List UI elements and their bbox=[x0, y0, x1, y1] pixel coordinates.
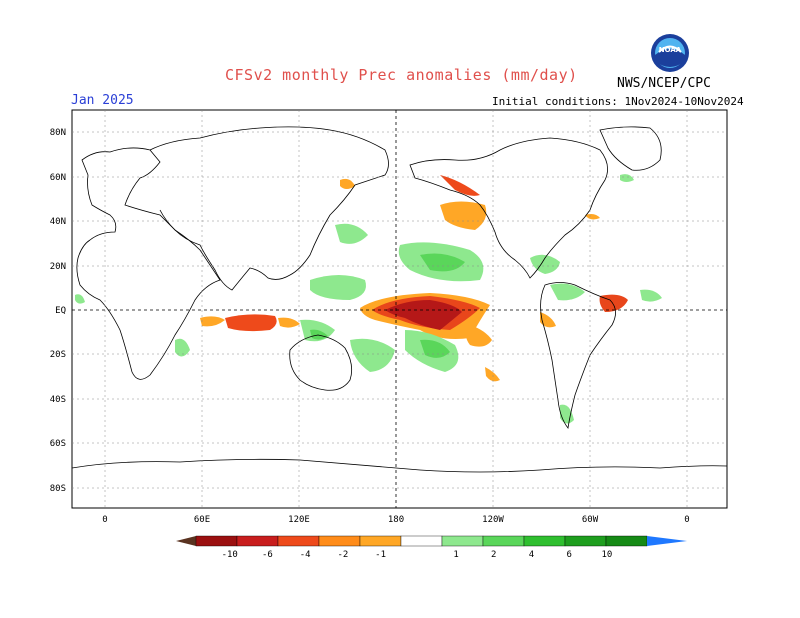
lon-label: 120W bbox=[482, 515, 504, 525]
colorbar-swatch bbox=[359, 535, 402, 547]
equator-dateline bbox=[72, 110, 727, 508]
agency-label: NWS/NCEP/CPC bbox=[617, 76, 711, 91]
noaa-logo: NOAA bbox=[650, 33, 690, 73]
colorbar-label: 10 bbox=[601, 550, 612, 560]
colorbar-swatch bbox=[195, 535, 238, 547]
longitude-labels: 0 60E 120E 180 120W 60W 0 bbox=[102, 515, 689, 525]
lon-label: 60W bbox=[582, 515, 599, 525]
lat-label: 40S bbox=[50, 395, 66, 405]
lon-label: 120E bbox=[288, 515, 310, 525]
colorbar-label: -10 bbox=[222, 550, 238, 560]
lat-label: 60S bbox=[50, 439, 66, 449]
colorbar-swatch bbox=[482, 535, 525, 547]
colorbar-label: -1 bbox=[375, 550, 386, 560]
colorbar-swatch bbox=[441, 535, 484, 547]
colorbar-label: -4 bbox=[300, 550, 311, 560]
colorbar-label: 2 bbox=[491, 550, 496, 560]
colorbar: -10 -6 -4 -2 -1 1 2 4 6 10 bbox=[176, 535, 687, 560]
colorbar-swatch bbox=[605, 535, 648, 547]
lat-label: 80S bbox=[50, 484, 66, 494]
colorbar-arrow-low bbox=[176, 536, 196, 546]
colorbar-label: 4 bbox=[529, 550, 534, 560]
colorbar-swatch bbox=[277, 535, 320, 547]
lon-label: 60E bbox=[194, 515, 210, 525]
colorbar-arrow-high bbox=[647, 536, 687, 546]
colorbar-label: -6 bbox=[262, 550, 273, 560]
colorbar-swatch bbox=[318, 535, 361, 547]
coastlines bbox=[72, 126, 727, 473]
chart-title: CFSv2 monthly Prec anomalies (mm/day) bbox=[225, 66, 578, 84]
latitude-labels: 80N 60N 40N 20N EQ 20S 40S 60S 80S bbox=[50, 128, 66, 494]
lat-label: 60N bbox=[50, 173, 66, 183]
colorbar-label: 6 bbox=[566, 550, 571, 560]
lat-label: 80N bbox=[50, 128, 66, 138]
lon-label: 0 bbox=[684, 515, 689, 525]
colorbar-swatch bbox=[564, 535, 607, 547]
lat-label: 20S bbox=[50, 350, 66, 360]
colorbar-label: 1 bbox=[453, 550, 458, 560]
logo-lettering: NOAA bbox=[659, 46, 682, 54]
initial-conditions: Initial conditions: 1Nov2024-10Nov2024 bbox=[492, 95, 744, 108]
lat-label: 40N bbox=[50, 217, 66, 227]
colorbar-label: -2 bbox=[337, 550, 348, 560]
lon-label: 0 bbox=[102, 515, 107, 525]
forecast-month: Jan 2025 bbox=[71, 93, 134, 108]
lat-label: EQ bbox=[55, 306, 66, 316]
lat-label: 20N bbox=[50, 262, 66, 272]
colorbar-swatch bbox=[523, 535, 566, 547]
lon-label: 180 bbox=[388, 515, 404, 525]
anomaly-fields bbox=[75, 174, 662, 424]
colorbar-swatch bbox=[236, 535, 279, 547]
colorbar-swatch bbox=[400, 535, 443, 547]
map-gridlines bbox=[72, 110, 727, 508]
